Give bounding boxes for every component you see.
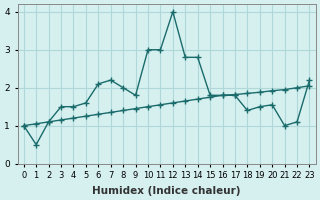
X-axis label: Humidex (Indice chaleur): Humidex (Indice chaleur)	[92, 186, 241, 196]
